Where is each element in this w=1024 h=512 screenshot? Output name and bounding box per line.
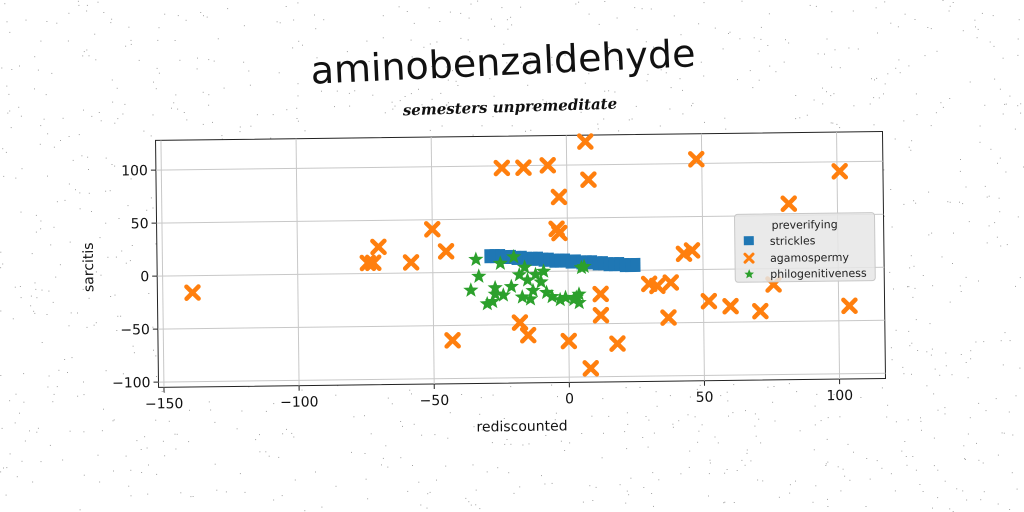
x-gridline [430,137,435,385]
point-agamospermy [609,335,626,352]
point-philogenitiveness [485,293,501,309]
point-agamospermy [551,224,568,242]
point-philogenitiveness [487,279,503,295]
legend-label-agamospermy: agamospermy [770,251,850,265]
y-tick-label: −100 [112,375,151,391]
point-philogenitiveness [487,286,503,301]
point-philogenitiveness [514,289,530,304]
point-agamospermy [580,171,597,188]
point-philogenitiveness [535,263,552,278]
point-philogenitiveness [525,282,541,298]
legend-marker-philogenitiveness [744,269,754,279]
x-tick-label: −50 [420,393,450,409]
point-agamospermy [515,159,532,177]
point-philogenitiveness [557,289,574,305]
plot-area: −150 −100 −50 0 50 100 −100 −50 0 50 100 preverify… [81,131,887,436]
point-philogenitiveness [552,291,568,307]
y-tick-label: 50 [131,216,149,232]
point-philogenitiveness [571,294,587,310]
point-philogenitiveness [576,258,592,274]
point-agamospermy [649,277,666,295]
y-gridline [158,372,886,383]
point-agamospermy [660,309,677,326]
point-agamospermy [688,150,705,168]
x-gridline [160,140,165,388]
point-philogenitiveness [463,282,479,297]
x-gridline [295,138,300,386]
point-agamospermy [662,274,680,291]
y-tick-label: 100 [121,163,148,179]
y-tick-label: 0 [140,269,149,285]
legend-box [734,212,876,283]
point-agamospermy [700,292,718,310]
x-tick-label: −150 [145,396,184,412]
point-agamospermy [752,302,769,320]
point-strickles [630,257,641,273]
x-gridline [700,133,705,381]
point-philogenitiveness [468,251,484,267]
data-markers [184,133,858,377]
point-agamospermy [444,332,461,349]
point-agamospermy [437,243,455,260]
point-philogenitiveness [527,266,544,282]
legend-title: preverifying [771,218,837,232]
point-agamospermy [560,332,578,350]
point-philogenitiveness [571,286,587,301]
legend-label-strickles: strickles [770,234,816,248]
point-agamospermy [683,242,701,259]
point-agamospermy [423,220,441,238]
point-agamospermy [592,285,609,303]
x-tick-label: 0 [565,391,574,407]
point-agamospermy [831,162,849,180]
point-agamospermy [550,188,568,206]
point-agamospermy [184,284,201,301]
point-philogenitiveness [511,266,527,282]
point-agamospermy [841,297,858,315]
point-philogenitiveness [522,291,539,306]
point-agamospermy [370,238,387,256]
point-philogenitiveness [519,272,536,287]
point-agamospermy [511,314,529,331]
point-philogenitiveness [544,288,560,304]
point-philogenitiveness [506,248,522,264]
legend: preverifying strickles agamospermy philo… [734,212,876,283]
x-tick-label: −100 [280,394,319,410]
point-agamospermy [364,254,382,272]
point-philogenitiveness [533,274,549,289]
point-agamospermy [493,159,511,177]
point-agamospermy [722,297,739,315]
point-philogenitiveness [538,284,555,300]
point-agamospermy [539,156,557,174]
point-philogenitiveness [471,268,487,283]
point-philogenitiveness [517,259,533,274]
point-agamospermy [519,326,537,344]
x-axis-label: rediscounted [476,418,567,435]
point-philogenitiveness [503,278,519,294]
x-tick-label: 50 [696,390,714,406]
point-philogenitiveness [492,255,508,270]
x-tick-label: 100 [826,388,853,404]
point-agamospermy [576,133,594,150]
chart-title: aminobenzaldehyde [310,31,697,92]
point-agamospermy [582,360,600,377]
point-agamospermy [402,254,420,271]
point-philogenitiveness [495,287,511,302]
legend-label-philogenitiveness: philogenitiveness [770,267,867,281]
y-axis-label: sarcitis [81,242,98,292]
point-philogenitiveness [479,295,495,311]
axis-ticks: −150 −100 −50 0 50 100 −100 −50 0 50 100 [112,163,853,412]
legend-marker-strickles [743,236,754,246]
chart-subtitle: semesters unpremeditate [403,95,618,120]
y-tick-label: −50 [120,322,150,338]
legend-marker-agamospermy [743,252,755,264]
point-agamospermy [780,195,798,213]
point-agamospermy [592,306,610,324]
